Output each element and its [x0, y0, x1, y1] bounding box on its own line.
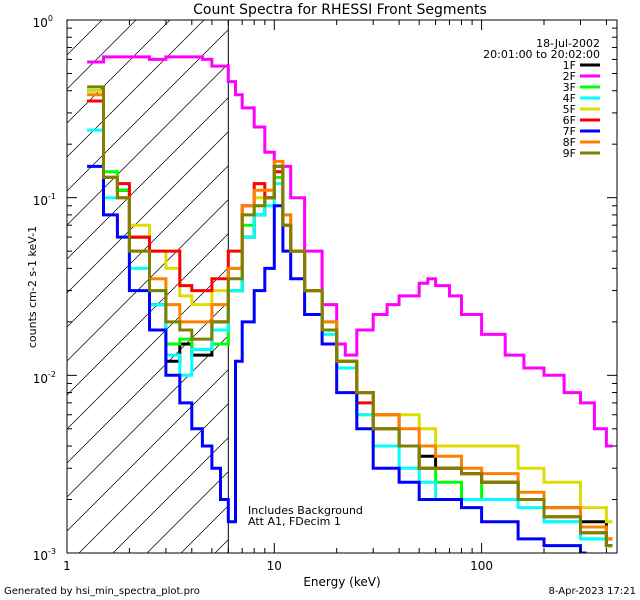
footer-generated-by: Generated by hsi_min_spectra_plot.pro [4, 586, 200, 597]
series-line-2F [87, 55, 613, 448]
series-line-7F [87, 164, 587, 553]
footer-timestamp: 8-Apr-2023 17:21 [549, 586, 636, 597]
legend-label-6F: 6F [563, 114, 576, 127]
legend-label-8F: 8F [563, 136, 576, 149]
y-tick-label-1e-2: 10-2 [33, 370, 56, 386]
series-layer [87, 55, 613, 553]
hatch-line [67, 335, 229, 498]
hatch-line [67, 369, 229, 532]
x-tick-label-1: 1 [63, 559, 71, 573]
legend-label-2F: 2F [563, 70, 576, 83]
hatch-line [67, 165, 229, 328]
time-range-label: 20:01:00 to 20:02:00 [483, 48, 600, 61]
date-label: 18-Jul-2002 [536, 37, 600, 50]
legend-label-3F: 3F [563, 81, 576, 94]
below-threshold-hatch [0, 0, 640, 553]
hatch-line [67, 20, 205, 158]
x-tick-label-10: 10 [267, 559, 282, 573]
plot-frame [66, 19, 618, 554]
hatch-line [112, 437, 229, 553]
hatch-line [351, 0, 640, 553]
y-axis-label: counts cm-2 s-1 keV-1 [26, 226, 39, 348]
legend-label-7F: 7F [563, 125, 576, 138]
hatch-line [67, 131, 229, 294]
hatch-line [317, 0, 640, 553]
x-axis-label: Energy (keV) [303, 575, 380, 589]
hatch-line [67, 20, 103, 56]
legend-label-1F: 1F [563, 59, 576, 72]
y-tick-label-1e0: 100 [33, 14, 53, 30]
hatch-line [67, 63, 229, 226]
hatch-line [67, 233, 229, 396]
hatch-line [67, 97, 229, 260]
annotation-background: Includes Background [248, 504, 363, 517]
annotation-attenuator: Att A1, FDecim 1 [248, 515, 341, 528]
chart-title: Count Spectra for RHESSI Front Segments [193, 2, 487, 18]
hatch-line [67, 301, 229, 464]
y-tick-label-1e-3: 10-3 [33, 547, 56, 563]
hatch-line [249, 0, 640, 553]
hatch-line [67, 20, 137, 90]
hatch-line [214, 539, 229, 553]
axis-ticks [66, 19, 617, 554]
hatch-line [0, 0, 101, 553]
legend-label-4F: 4F [563, 92, 576, 105]
series-line-9F [87, 85, 613, 548]
y-tick-label-1e-1: 10-1 [33, 192, 56, 208]
hatch-line [67, 199, 229, 362]
x-tick-label-100: 100 [470, 559, 493, 573]
legend-label-5F: 5F [563, 103, 576, 116]
legend-label-9F: 9F [563, 147, 576, 160]
hatch-line [67, 29, 229, 192]
hatch-line [67, 20, 171, 124]
hatch-line [78, 403, 229, 553]
